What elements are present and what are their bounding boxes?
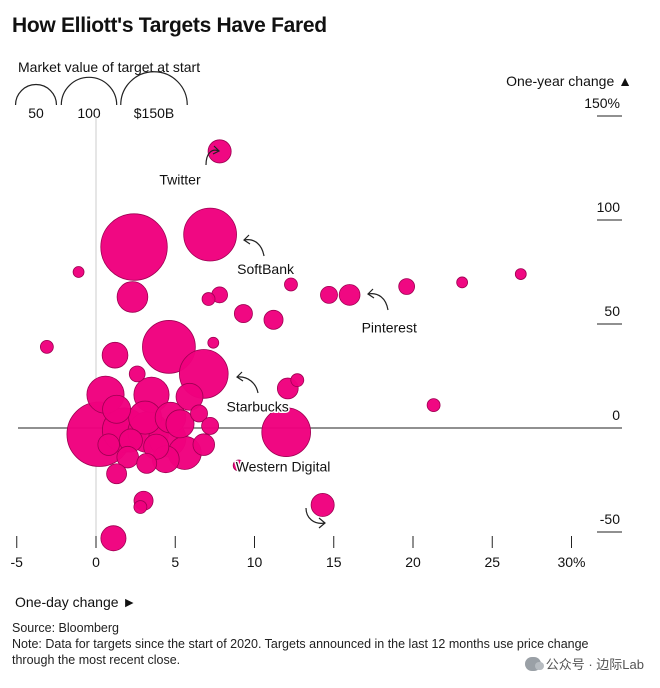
- bubble-point: [207, 336, 220, 349]
- western-digital-arrow: [305, 507, 326, 524]
- x-tick-label: 15: [326, 554, 342, 570]
- chart-title: How Elliott's Targets Have Fared: [12, 14, 327, 37]
- bubble-point: [232, 459, 245, 472]
- x-tick-label: 25: [484, 554, 500, 570]
- softbank-arrow: [243, 239, 265, 257]
- bubble-point: [97, 433, 120, 456]
- y-tick-label: 150%: [584, 95, 620, 111]
- twitter-arrow: [205, 149, 220, 166]
- bubble-point: [284, 277, 298, 292]
- size-legend-value: $150B: [134, 105, 174, 121]
- annotation-layer: Twitter SoftBank Pinterest Starbucks Western…: [158, 170, 419, 476]
- bubble-point: [456, 276, 469, 289]
- source-text: Source: Bloomberg: [12, 621, 120, 635]
- size-legend-arc: [120, 71, 188, 106]
- size-legend-value: 50: [28, 105, 44, 121]
- bubble-point: [514, 268, 527, 280]
- x-tick-label: 0: [92, 554, 100, 570]
- bubble-point: [39, 339, 54, 354]
- bubble-point: [175, 382, 204, 411]
- x-tick-label: -5: [11, 554, 24, 570]
- bubble-point: [116, 281, 149, 313]
- bubble-point: [207, 139, 232, 164]
- twitter-arrowhead: [212, 145, 221, 155]
- softbank-arrowhead: [243, 234, 251, 245]
- starbucks-arrow: [236, 376, 259, 394]
- x-axis-ticks: -5 0 5 10 15 20 25 30%: [11, 536, 586, 570]
- bubble-point: [398, 278, 416, 295]
- x-axis-label: One-day change ►: [15, 594, 136, 610]
- bubble-point: [102, 394, 132, 424]
- size-legend-label: Market value of target at start: [18, 59, 200, 75]
- note-line-1: Note: Data for targets since the start o…: [12, 637, 589, 651]
- chart-footer: Source: Bloomberg Note: Data for targets…: [12, 620, 589, 668]
- western-digital-arrowhead: [318, 517, 326, 529]
- bubble-layer: [39, 139, 527, 552]
- bubble-point: [72, 266, 85, 278]
- size-legend-value: 100: [77, 105, 101, 121]
- bubble-point: [100, 525, 127, 552]
- bubble-point: [233, 304, 253, 324]
- bubble-point: [263, 309, 284, 330]
- y-axis-label: One-year change ▲: [506, 73, 632, 89]
- bubble-point: [183, 207, 237, 262]
- watermark: 公众号 · 边际Lab: [524, 654, 644, 673]
- x-tick-label: 5: [171, 554, 179, 570]
- bubble-point: [106, 463, 127, 485]
- bubble-point: [165, 409, 195, 439]
- size-legend-arc: [60, 76, 118, 106]
- pinterest-arrow: [367, 293, 389, 311]
- annotation-arrows: [205, 145, 389, 529]
- size-legend-arc: [14, 83, 58, 106]
- bubble-point: [290, 373, 305, 388]
- y-axis-ticks: 150% 100 50 0 -50: [584, 95, 622, 533]
- bubble-point: [426, 398, 441, 413]
- y-tick-label: 50: [604, 303, 620, 319]
- bubble-point: [136, 452, 158, 474]
- bubble-point: [128, 365, 146, 383]
- watermark-text: 公众号 · 边际Lab: [545, 657, 644, 672]
- x-tick-label: 30%: [557, 554, 585, 570]
- wechat-icon: [524, 656, 544, 671]
- bubble-point: [338, 284, 361, 306]
- bubble-point: [101, 341, 129, 369]
- note-line-2: through the most recent close.: [12, 653, 181, 667]
- annotation-label: SoftBank: [237, 261, 295, 277]
- x-tick-label: 20: [405, 554, 421, 570]
- y-tick-label: -50: [600, 511, 620, 527]
- bubble-point: [261, 407, 311, 457]
- bubble-point: [142, 320, 196, 374]
- bubble-point: [310, 492, 335, 517]
- y-tick-label: 0: [612, 407, 620, 423]
- annotation-label: Starbucks: [227, 398, 289, 414]
- starbucks-arrowhead: [236, 371, 244, 382]
- bubble-point: [201, 292, 216, 306]
- annotation-label: Western Digital: [236, 459, 331, 475]
- bubble-point: [133, 500, 148, 514]
- bubble-point: [201, 417, 220, 435]
- bubble-point: [100, 213, 168, 281]
- annotation-label: Twitter: [159, 172, 201, 188]
- size-legend: 50 100 $150B: [14, 71, 188, 121]
- bubble-point: [320, 285, 338, 304]
- y-tick-label: 100: [597, 199, 621, 215]
- bubble-point: [192, 433, 215, 456]
- bubble-point: [190, 404, 208, 423]
- x-tick-label: 10: [247, 554, 263, 570]
- annotation-label: Pinterest: [362, 319, 417, 335]
- pinterest-arrowhead: [367, 288, 375, 299]
